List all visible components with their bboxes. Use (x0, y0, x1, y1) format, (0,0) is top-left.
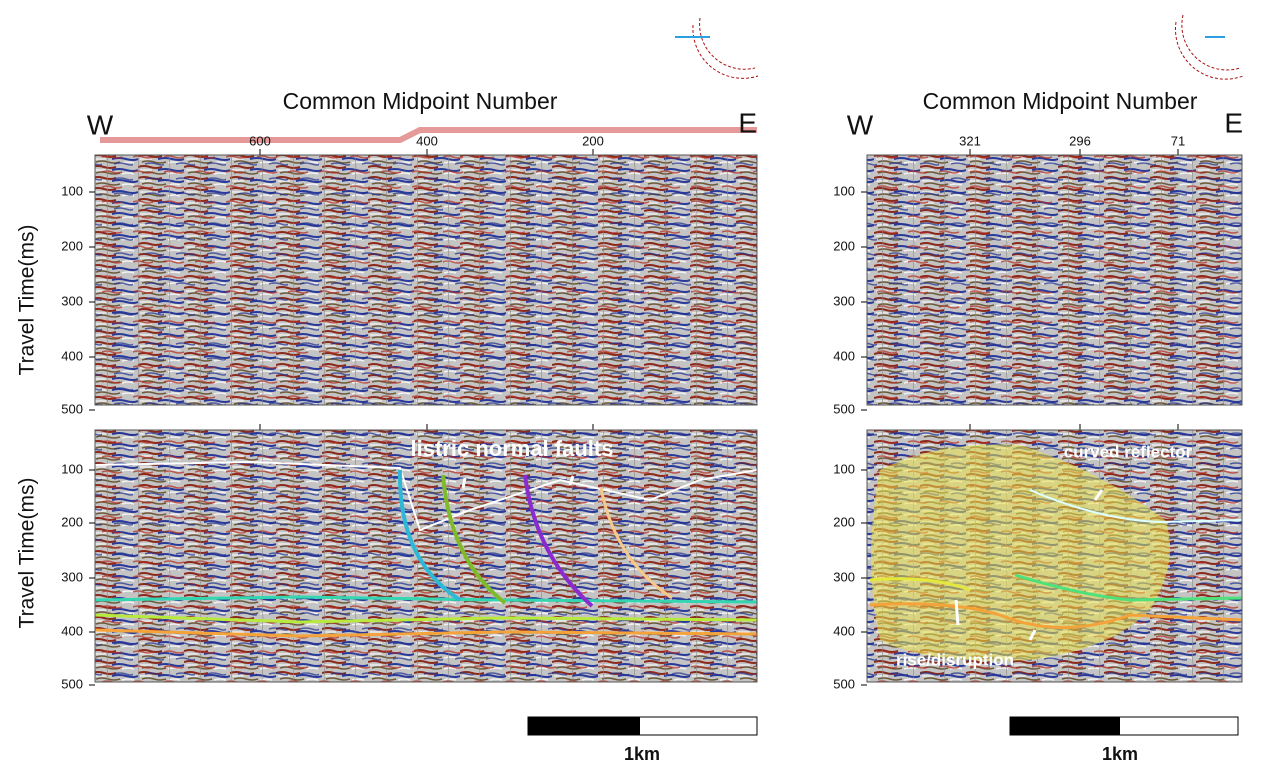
scale-bar-fill (1010, 717, 1120, 735)
section-title: Common Midpoint Number (923, 88, 1198, 114)
y-tick-label: 200 (61, 238, 83, 253)
annotation: curved reflector (1064, 442, 1193, 461)
annotation: rise/disruption (896, 650, 1014, 669)
y-axis-label: Travel Time(ms) (16, 225, 39, 376)
scale-label: 1km (1102, 744, 1138, 764)
x-tick-label: 600 (249, 133, 271, 148)
y-tick-label: 500 (61, 401, 83, 416)
x-tick-label: 321 (959, 133, 981, 148)
compass-icons (675, 15, 1243, 79)
y-tick-label: 400 (833, 623, 855, 638)
y-tick-label: 500 (61, 676, 83, 691)
y-tick-label: 100 (833, 183, 855, 198)
y-axis-label: Travel Time(ms) (16, 478, 39, 629)
figure: Common Midpoint Number W E 600 400 200 100 200 3… (0, 0, 1262, 767)
y-tick-label: 200 (833, 514, 855, 529)
y-tick-label: 400 (833, 348, 855, 363)
y-tick-label: 500 (833, 676, 855, 691)
seismic-texture (95, 430, 757, 682)
direction-label: E (1224, 107, 1243, 138)
x-tick-label: 71 (1171, 133, 1185, 148)
y-tick-label: 100 (61, 461, 83, 476)
y-tick-label: 100 (833, 461, 855, 476)
annotation: listric normal faults (411, 436, 614, 461)
x-tick-label: 200 (582, 133, 604, 148)
scale-bar-fill (528, 717, 640, 735)
y-tick-label: 300 (833, 569, 855, 584)
y-tick-label: 300 (833, 293, 855, 308)
compass-arc (1175, 22, 1243, 79)
scale-bars (528, 717, 1238, 735)
y-tick-label: 400 (61, 623, 83, 638)
direction-label: W (847, 109, 874, 140)
seismic-texture (867, 155, 1242, 405)
y-tick-label: 100 (61, 183, 83, 198)
direction-label: W (87, 109, 114, 140)
x-tick-label: 400 (416, 133, 438, 148)
y-tick-label: 200 (833, 238, 855, 253)
seismic-texture (95, 155, 757, 405)
y-tick-label: 200 (61, 514, 83, 529)
y-tick-label: 400 (61, 348, 83, 363)
direction-label: E (738, 107, 757, 138)
compass-arc (700, 18, 755, 69)
y-tick-label: 300 (61, 569, 83, 584)
scale-label: 1km (624, 744, 660, 764)
compass-arc (693, 25, 758, 78)
section-title: Common Midpoint Number (283, 88, 558, 114)
y-tick-label: 300 (61, 293, 83, 308)
y-tick-label: 500 (833, 401, 855, 416)
compass-arc (1182, 15, 1240, 70)
x-tick-label: 296 (1069, 133, 1091, 148)
